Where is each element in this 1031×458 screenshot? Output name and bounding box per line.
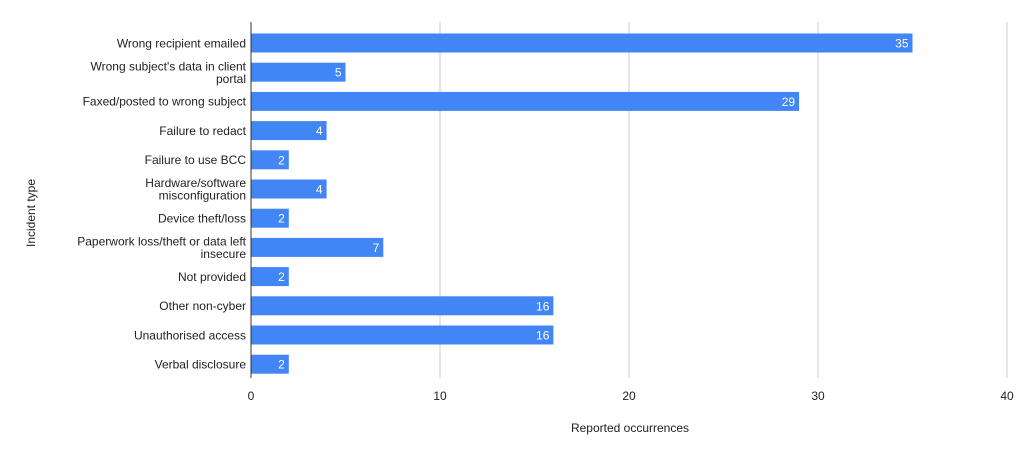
- x-tick-labels: 0 10 20 30 40: [248, 389, 1014, 403]
- x-tick-label: 0: [248, 389, 255, 403]
- category-labels: Wrong recipient emailed Wrong subject's d…: [77, 36, 246, 371]
- bar: [252, 63, 346, 82]
- category-label: Verbal disclosure: [155, 358, 247, 372]
- category-label: Wrong subject's data in client portal: [91, 59, 247, 86]
- category-label: Other non-cyber: [159, 299, 246, 313]
- category-label: Wrong recipient emailed: [117, 36, 246, 50]
- data-label: 16: [536, 329, 550, 343]
- data-label: 4: [316, 183, 323, 197]
- bar: [252, 34, 913, 53]
- data-label: 4: [316, 124, 323, 138]
- x-tick-label: 30: [811, 389, 825, 403]
- x-axis-title: Reported occurrences: [571, 421, 689, 435]
- category-label: Hardware/software misconfiguration: [145, 176, 246, 203]
- data-label: 2: [278, 270, 285, 284]
- bar: [252, 238, 384, 257]
- category-label: Failure to use BCC: [145, 153, 247, 167]
- category-label: Faxed/posted to wrong subject: [83, 95, 247, 109]
- bar: [252, 92, 800, 111]
- bar: [252, 296, 554, 315]
- bar: [252, 326, 554, 345]
- category-label: Not provided: [178, 270, 246, 284]
- data-label: 5: [335, 66, 342, 80]
- x-tick-label: 20: [622, 389, 636, 403]
- data-label: 2: [278, 358, 285, 372]
- category-label: Device theft/loss: [158, 212, 246, 226]
- data-label: 35: [895, 37, 909, 51]
- data-label: 16: [536, 299, 550, 313]
- data-label: 7: [373, 241, 380, 255]
- data-label: 2: [278, 153, 285, 167]
- y-axis-title: Incident type: [24, 179, 38, 247]
- gridlines: [440, 22, 1007, 378]
- data-label: 29: [782, 95, 796, 109]
- x-tick-label: 10: [433, 389, 447, 403]
- data-label: 2: [278, 212, 285, 226]
- bars: 35 5 29 4 2 4 2 7 2 16 16 2: [252, 34, 913, 374]
- category-label: Failure to redact: [159, 124, 246, 138]
- x-tick-label: 40: [1000, 389, 1014, 403]
- category-label: Unauthorised access: [134, 328, 246, 342]
- category-label: Paperwork loss/theft or data left insecur…: [77, 234, 246, 261]
